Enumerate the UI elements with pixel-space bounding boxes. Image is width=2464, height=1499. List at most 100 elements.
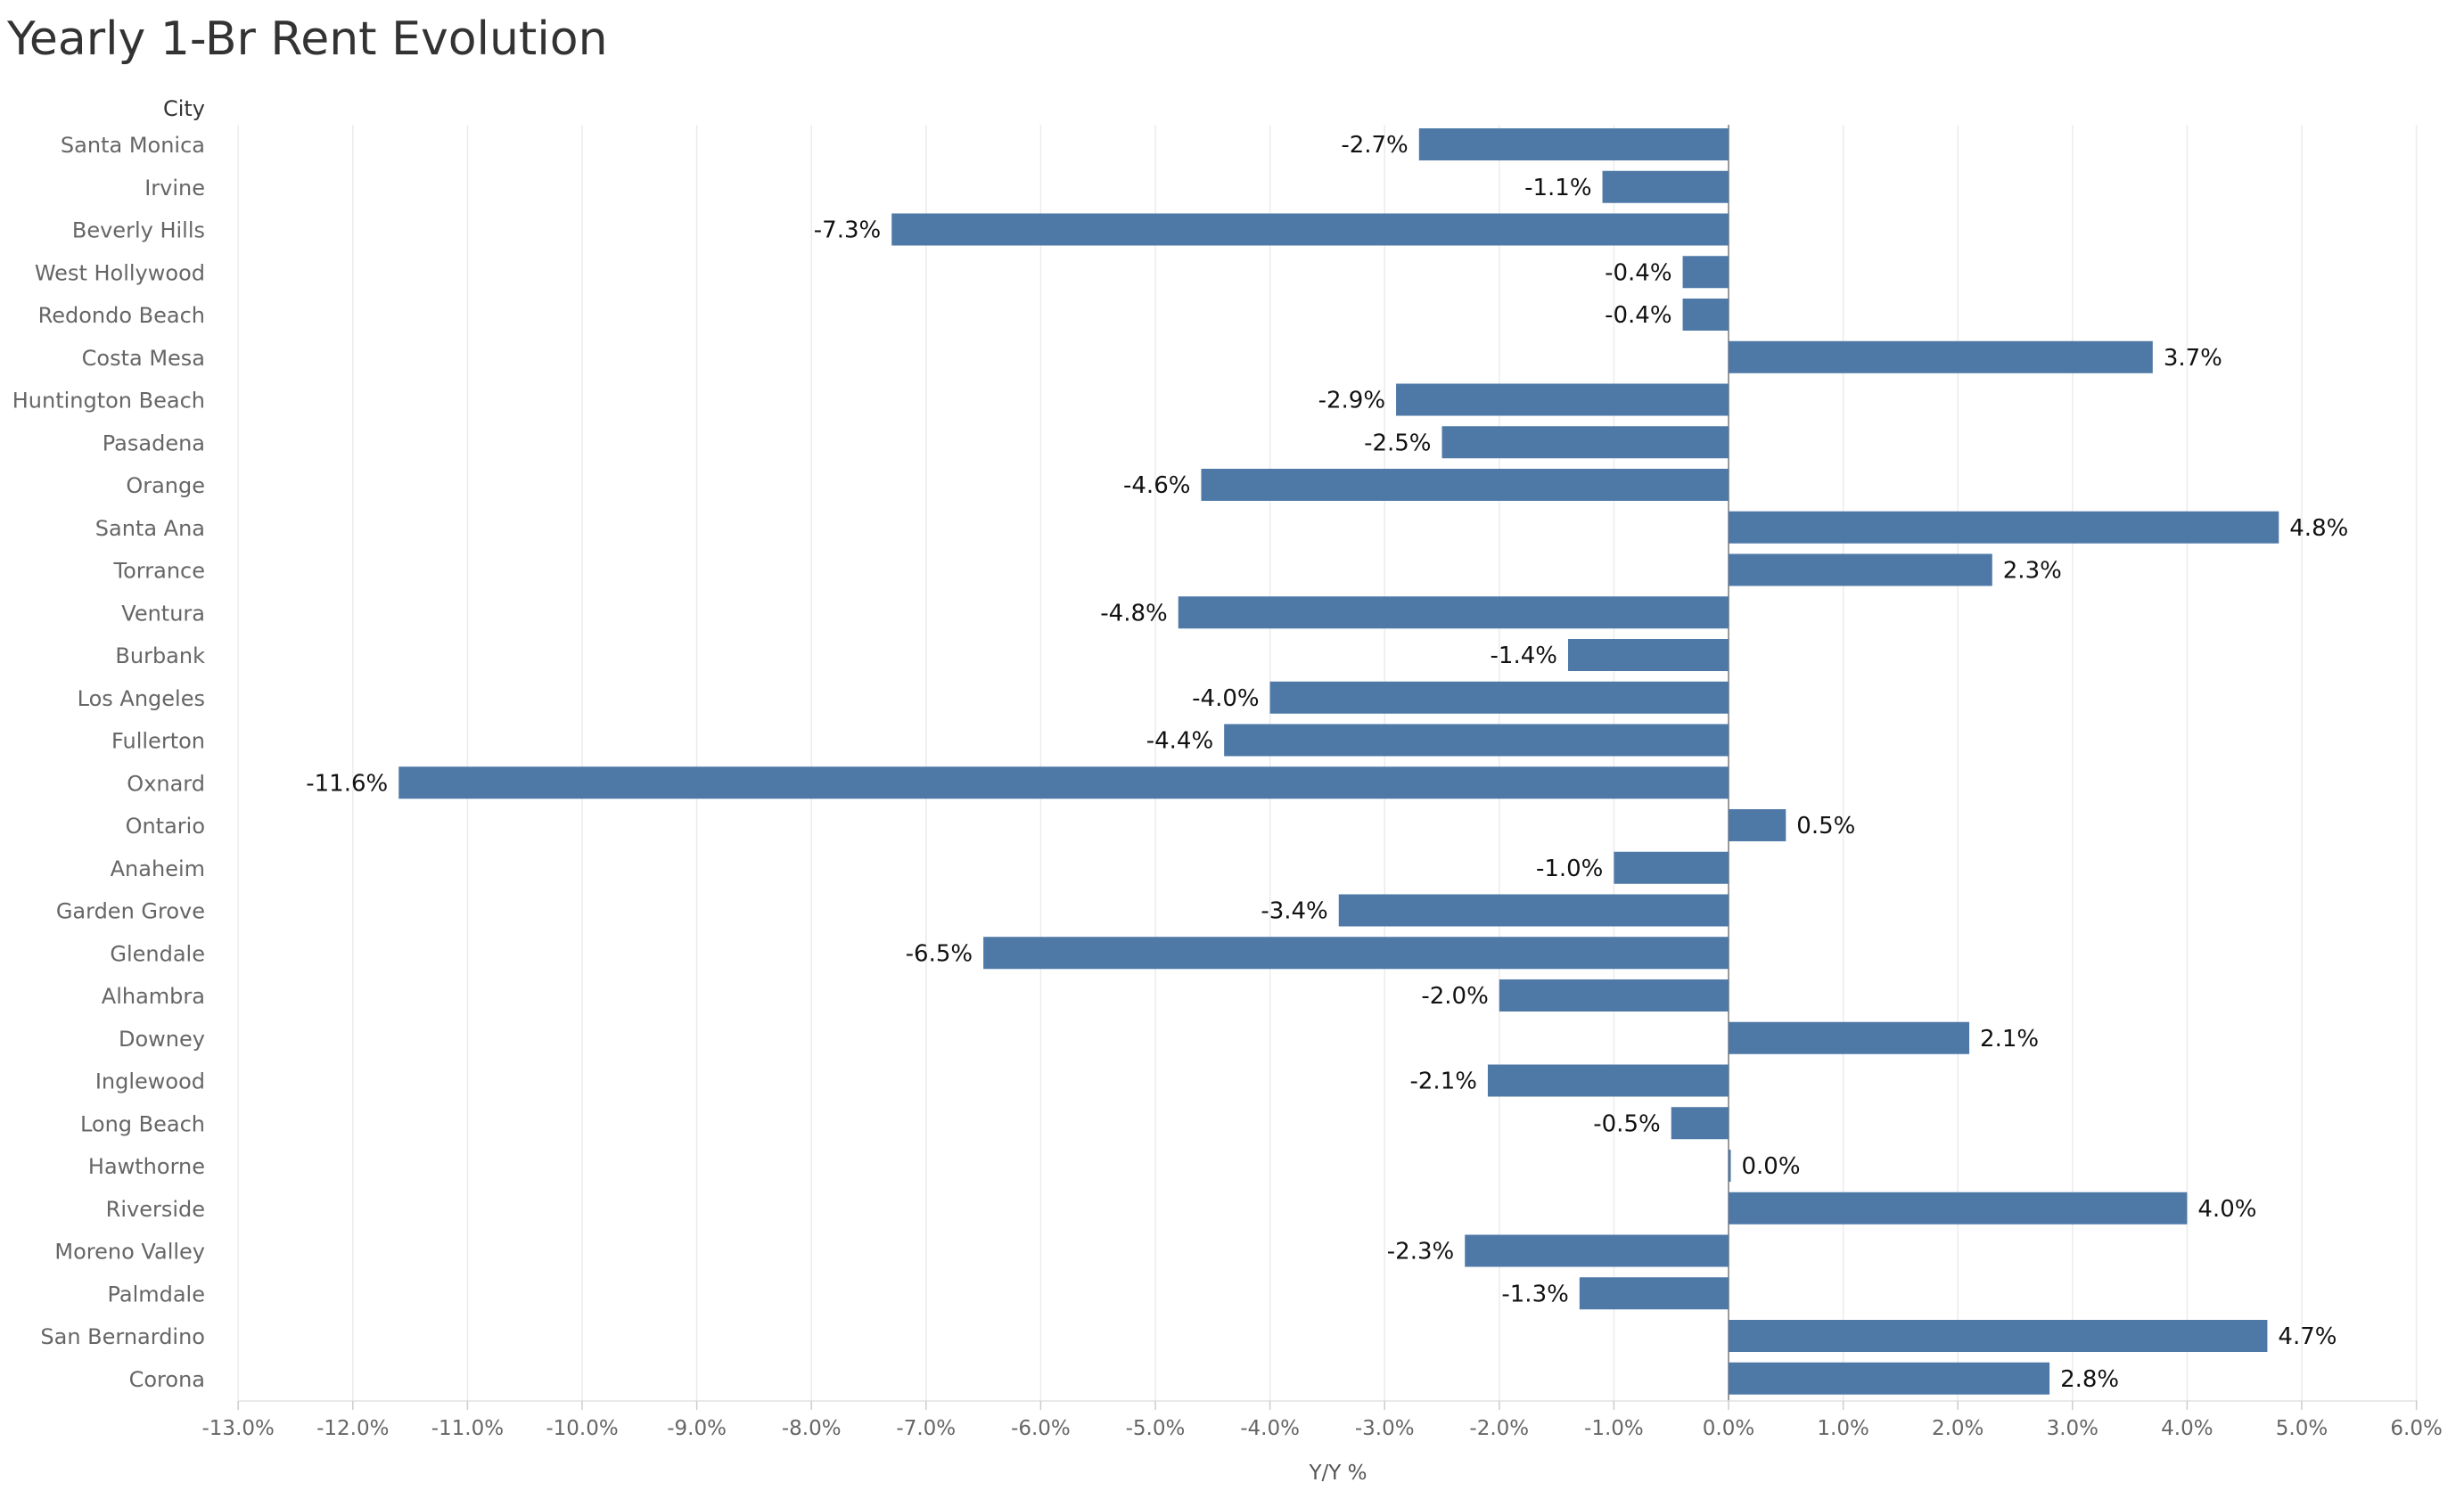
data-label-palmdale: -1.3%	[1501, 1281, 1568, 1307]
bar-hawthorne[interactable]	[1729, 1150, 1731, 1182]
y-label-redondo-beach: Redondo Beach	[38, 303, 205, 328]
data-label-riverside: 4.0%	[2197, 1196, 2256, 1223]
bar-beverly-hills[interactable]	[891, 213, 1729, 246]
y-label-fullerton: Fullerton	[111, 729, 205, 754]
data-label-torrance: 2.3%	[2003, 558, 2062, 585]
chart-title: Yearly 1-Br Rent Evolution	[7, 12, 608, 66]
y-label-torrance: Torrance	[113, 559, 205, 584]
y-label-long-beach: Long Beach	[80, 1111, 205, 1136]
bar-garden-grove[interactable]	[1338, 894, 1729, 927]
bar-oxnard[interactable]	[398, 766, 1729, 799]
data-label-hawthorne: 0.0%	[1742, 1153, 1801, 1180]
y-label-garden-grove: Garden Grove	[56, 899, 205, 924]
data-label-inglewood: -2.1%	[1410, 1069, 1477, 1095]
bar-downey[interactable]	[1729, 1021, 1970, 1054]
y-label-glendale: Glendale	[110, 941, 205, 966]
x-axis-ticks: -13.0% -12.0% -11.0% -10.0% -9.0% -8.0% -7.0% -…	[202, 1401, 2443, 1440]
y-label-santa-monica: Santa Monica	[61, 133, 205, 158]
y-label-ontario: Ontario	[126, 814, 205, 839]
data-label-moreno-valley: -2.3%	[1387, 1239, 1454, 1266]
grid-lines	[237, 125, 2418, 1402]
data-label-burbank: -1.4%	[1491, 643, 1557, 669]
bar-los-angeles[interactable]	[1269, 681, 1729, 714]
x-tick-label: -4.0%	[1240, 1417, 1300, 1440]
y-label-palmdale: Palmdale	[107, 1282, 205, 1307]
y-label-west-hollywood: West Hollywood	[35, 260, 205, 285]
bar-riverside[interactable]	[1729, 1192, 2188, 1225]
y-label-moreno-valley: Moreno Valley	[54, 1240, 205, 1265]
x-tick-label: -10.0%	[546, 1417, 618, 1440]
y-label-oxnard: Oxnard	[127, 771, 205, 796]
data-label-long-beach: -0.5%	[1593, 1110, 1660, 1137]
y-label-pasadena: Pasadena	[103, 430, 205, 455]
bar-orange[interactable]	[1201, 469, 1729, 501]
x-tick-label: 1.0%	[1817, 1417, 1869, 1440]
bar-glendale[interactable]	[983, 937, 1729, 970]
y-label-beverly-hills: Beverly Hills	[72, 218, 205, 243]
x-tick-label: -13.0%	[202, 1417, 275, 1440]
y-label-san-bernardino: San Bernardino	[40, 1324, 205, 1349]
bar-burbank[interactable]	[1567, 639, 1729, 671]
y-label-anaheim: Anaheim	[111, 856, 205, 881]
bar-anaheim[interactable]	[1614, 851, 1729, 884]
bar-fullerton[interactable]	[1224, 724, 1729, 757]
data-label-irvine: -1.1%	[1524, 175, 1591, 201]
data-label-beverly-hills: -7.3%	[814, 217, 881, 244]
x-tick-label: 2.0%	[1932, 1417, 1984, 1440]
y-label-huntington-beach: Huntington Beach	[12, 389, 205, 414]
y-label-inglewood: Inglewood	[95, 1069, 205, 1094]
bar-long-beach[interactable]	[1671, 1107, 1729, 1140]
data-label-anaheim: -1.0%	[1536, 856, 1603, 882]
y-label-downey: Downey	[119, 1027, 205, 1052]
bar-palmdale[interactable]	[1579, 1277, 1729, 1310]
x-tick-label: 3.0%	[2047, 1417, 2099, 1440]
bar-huntington-beach[interactable]	[1396, 383, 1729, 416]
data-label-glendale: -6.5%	[906, 940, 973, 967]
bar-san-bernardino[interactable]	[1729, 1320, 2268, 1352]
bar-moreno-valley[interactable]	[1465, 1234, 1729, 1267]
x-tick-label: -7.0%	[896, 1417, 956, 1440]
bar-irvine[interactable]	[1602, 170, 1729, 203]
x-tick-label: 4.0%	[2161, 1417, 2213, 1440]
bar-inglewood[interactable]	[1487, 1064, 1729, 1097]
x-tick-label: -5.0%	[1126, 1417, 1186, 1440]
y-label-corona: Corona	[129, 1367, 205, 1392]
data-label-los-angeles: -4.0%	[1192, 685, 1259, 712]
data-label-alhambra: -2.0%	[1421, 983, 1488, 1010]
x-tick-label: -3.0%	[1355, 1417, 1415, 1440]
bar-alhambra[interactable]	[1499, 979, 1729, 1012]
data-label-corona: 2.8%	[2060, 1366, 2119, 1393]
data-label-ventura: -4.8%	[1100, 600, 1167, 627]
y-label-costa-mesa: Costa Mesa	[82, 346, 205, 371]
bar-santa-monica[interactable]	[1418, 128, 1729, 160]
data-labels: -2.7% -1.1% -7.3% -0.4% -0.4% 3.7% -2.9% -2.5% -…	[306, 132, 2348, 1393]
bar-costa-mesa[interactable]	[1729, 340, 2153, 373]
bar-corona[interactable]	[1729, 1362, 2050, 1395]
x-tick-label: 6.0%	[2390, 1417, 2442, 1440]
bar-ontario[interactable]	[1729, 809, 1786, 841]
bar-santa-ana[interactable]	[1729, 511, 2279, 544]
y-label-santa-ana: Santa Ana	[95, 516, 205, 541]
data-label-pasadena: -2.5%	[1364, 430, 1431, 456]
x-tick-label: -6.0%	[1011, 1417, 1071, 1440]
bar-ventura[interactable]	[1178, 596, 1729, 629]
data-label-ontario: 0.5%	[1796, 813, 1855, 840]
data-label-orange: -4.6%	[1123, 472, 1190, 499]
category-header: City	[163, 96, 205, 121]
y-label-burbank: Burbank	[115, 643, 205, 668]
x-tick-label: -1.0%	[1584, 1417, 1644, 1440]
y-label-riverside: Riverside	[106, 1197, 205, 1222]
data-label-san-bernardino: 4.7%	[2278, 1323, 2337, 1350]
data-label-huntington-beach: -2.9%	[1318, 388, 1385, 414]
bar-west-hollywood[interactable]	[1682, 256, 1729, 289]
data-label-fullerton: -4.4%	[1146, 728, 1213, 755]
y-label-los-angeles: Los Angeles	[78, 686, 205, 711]
data-label-santa-monica: -2.7%	[1341, 132, 1408, 159]
x-tick-label: 5.0%	[2276, 1417, 2328, 1440]
x-tick-label: 0.0%	[1703, 1417, 1754, 1440]
bar-pasadena[interactable]	[1441, 426, 1729, 459]
data-label-downey: 2.1%	[1980, 1026, 2039, 1053]
data-label-redondo-beach: -0.4%	[1605, 302, 1671, 329]
bar-torrance[interactable]	[1729, 553, 1992, 586]
bar-redondo-beach[interactable]	[1682, 299, 1729, 331]
